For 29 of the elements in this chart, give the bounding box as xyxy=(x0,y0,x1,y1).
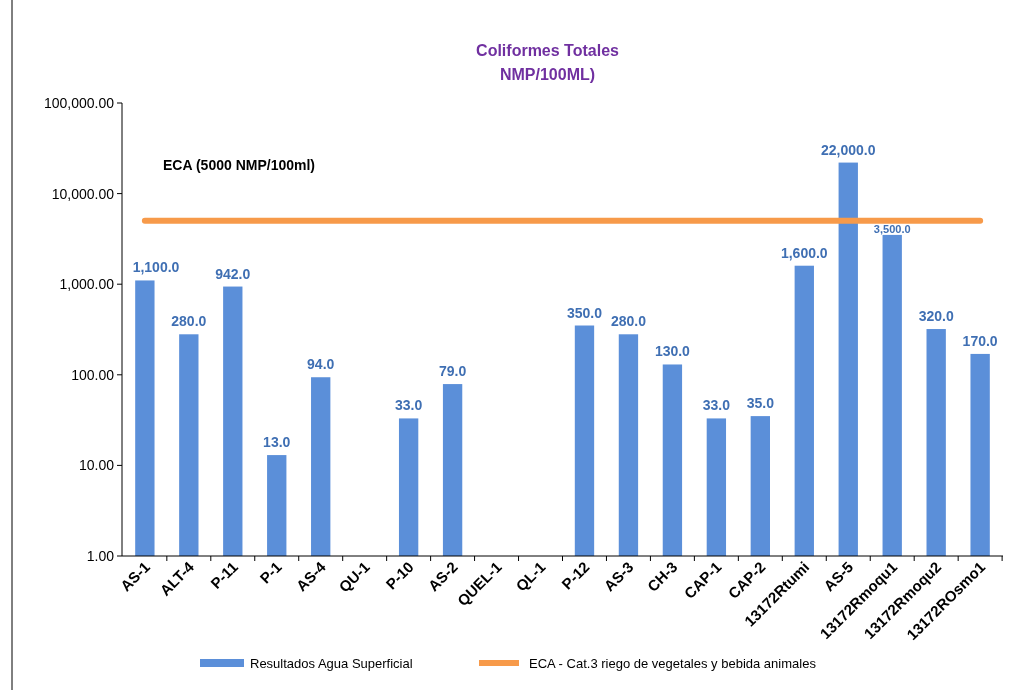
data-label: 350.0 xyxy=(566,304,603,321)
y-tick-label: 1,000.00 xyxy=(59,276,115,293)
data-label: 1,100.0 xyxy=(132,259,180,276)
y-tick-label: 10,000.00 xyxy=(51,185,115,202)
annotation: ECA (5000 NMP/100ml) xyxy=(163,157,315,173)
chart-subtitle: NMP/100ML) xyxy=(499,66,596,83)
data-label: 35.0 xyxy=(746,395,775,412)
legend-label: ECA - Cat.3 riego de vegetales y bebida animales xyxy=(529,656,817,671)
data-label: 170.0 xyxy=(962,332,998,349)
data-label: 13.0 xyxy=(263,434,291,451)
data-label: 942.0 xyxy=(215,265,251,282)
data-label: 130.0 xyxy=(654,343,691,360)
chart-title: Coliformes Totales xyxy=(476,42,620,59)
y-tick-label: 10.00 xyxy=(78,457,115,474)
y-tick-label: 100,000.00 xyxy=(43,95,115,111)
data-label: 280.0 xyxy=(610,313,647,330)
data-label: 280.0 xyxy=(171,313,207,330)
data-label: 320.0 xyxy=(918,308,954,325)
legend-label: Resultados Agua Superficial xyxy=(250,656,413,671)
data-label: 79.0 xyxy=(438,363,467,380)
data-label: 94.0 xyxy=(307,356,335,373)
x-tick-label: P-1 xyxy=(256,558,285,587)
data-label: 1,600.0 xyxy=(780,244,828,261)
data-label: 33.0 xyxy=(395,397,423,414)
y-tick-label: 1.00 xyxy=(86,548,115,564)
data-label: 3,500.0 xyxy=(873,223,911,236)
data-label: 22,000.0 xyxy=(821,141,876,158)
data-label: 33.0 xyxy=(702,397,731,414)
y-tick-label: 100.00 xyxy=(71,366,115,383)
